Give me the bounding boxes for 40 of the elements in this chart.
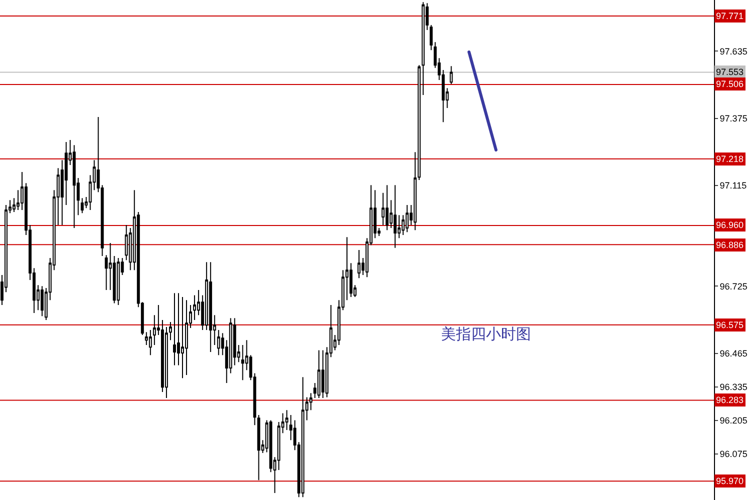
candlestick (181, 296, 184, 379)
ref-line-label: 95.970 (716, 476, 744, 486)
ref-line-label: 97.506 (716, 79, 744, 89)
candlestick (257, 414, 260, 481)
candlestick (317, 350, 320, 398)
candlestick (168, 322, 172, 341)
ref-line-label: 97.771 (716, 11, 744, 21)
ref-line-label: 96.886 (716, 240, 744, 250)
candlestick (358, 250, 360, 279)
annotation: 美指四小时图 (441, 325, 531, 343)
candlestick (116, 258, 120, 306)
ref-line-label: 96.575 (716, 320, 744, 330)
candlestick (148, 330, 152, 356)
y-tick-label: 97.375 (720, 113, 748, 124)
y-tick-label: 97.635 (720, 46, 748, 56)
candlestick (80, 198, 84, 214)
ref-line-label: 96.283 (716, 395, 744, 405)
candlestick (386, 184, 389, 231)
candlestick (285, 410, 288, 431)
ref-line-label: 96.960 (716, 220, 744, 230)
candlestick (406, 204, 409, 233)
candlestick (418, 64, 421, 181)
candlestick (321, 350, 324, 398)
candlestick (40, 286, 44, 317)
candlestick (414, 152, 417, 231)
candlestick (185, 300, 188, 376)
candlestick (450, 66, 453, 84)
candlestick (209, 262, 212, 353)
y-tick-label: 96.205 (720, 416, 748, 426)
candlestick (430, 24, 433, 51)
candlestick (394, 184, 397, 248)
y-tick-label: 97.115 (720, 180, 747, 191)
ref-line-label: 97.218 (716, 154, 744, 164)
y-tick-label: 96.725 (720, 281, 748, 292)
y-tick-label: 96.075 (720, 449, 748, 460)
y-tick-label: 96.465 (720, 348, 748, 358)
ref-line-label: 97.553 (716, 67, 744, 77)
candlestick (173, 292, 176, 366)
candlestick (217, 330, 220, 356)
y-tick-label: 96.335 (720, 382, 748, 392)
